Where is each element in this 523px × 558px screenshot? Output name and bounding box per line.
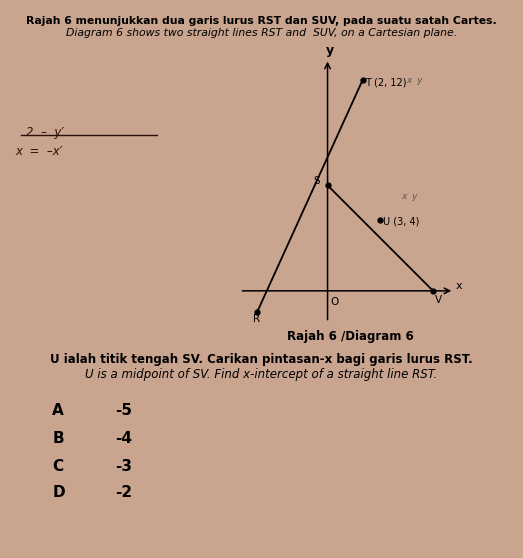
Text: D: D bbox=[52, 485, 65, 501]
Text: x  y: x y bbox=[402, 193, 418, 201]
Text: -4: -4 bbox=[115, 431, 132, 446]
Text: -3: -3 bbox=[115, 459, 132, 474]
Text: Rajah 6 menunjukkan dua garis lurus RST dan SUV, pada suatu satah Cartes.: Rajah 6 menunjukkan dua garis lurus RST … bbox=[26, 16, 497, 26]
Text: Rajah 6 /Diagram 6: Rajah 6 /Diagram 6 bbox=[287, 330, 414, 343]
Text: O: O bbox=[330, 297, 338, 307]
Text: U ialah titik tengah SV. Carikan pintasan-x bagi garis lurus RST.: U ialah titik tengah SV. Carikan pintasa… bbox=[50, 353, 473, 365]
Text: R: R bbox=[253, 315, 260, 325]
Text: V: V bbox=[435, 295, 442, 305]
Text: -2: -2 bbox=[115, 485, 132, 501]
Text: C: C bbox=[52, 459, 63, 474]
Text: x: x bbox=[456, 281, 462, 291]
Text: A: A bbox=[52, 403, 64, 418]
Text: x  y: x y bbox=[407, 76, 423, 85]
Text: y: y bbox=[326, 44, 334, 57]
Text: U (3, 4): U (3, 4) bbox=[383, 216, 419, 226]
Text: Diagram 6 shows two straight lines RST and  SUV, on a Cartesian plane.: Diagram 6 shows two straight lines RST a… bbox=[66, 28, 457, 38]
Text: 2  –  y′: 2 – y′ bbox=[26, 126, 64, 138]
Text: x  =  –x′: x = –x′ bbox=[16, 145, 63, 158]
Text: S: S bbox=[313, 176, 320, 186]
Text: U is a midpoint of SV. Find x-intercept of a straight line RST.: U is a midpoint of SV. Find x-intercept … bbox=[85, 368, 438, 381]
Text: B: B bbox=[52, 431, 64, 446]
Text: -5: -5 bbox=[115, 403, 132, 418]
Text: T (2, 12): T (2, 12) bbox=[366, 77, 407, 87]
